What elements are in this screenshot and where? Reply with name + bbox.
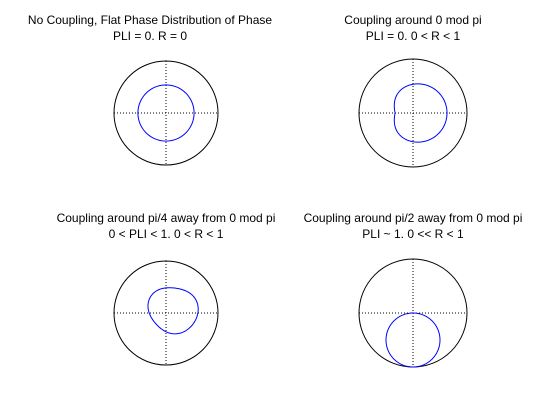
- subplot-title: No Coupling, Flat Phase Distribution of …: [28, 13, 272, 27]
- subplot-title: Coupling around pi/4 away from 0 mod pi: [57, 211, 276, 225]
- subplot-no-coupling: No Coupling, Flat Phase Distribution of …: [28, 13, 272, 166]
- polar-outer-circle: [113, 260, 219, 366]
- polar-outer-circle: [358, 58, 468, 168]
- subplot-subtitle: 0 < PLI < 1. 0 < R < 1: [109, 227, 224, 241]
- subplot-subtitle: PLI = 0. R = 0: [113, 29, 187, 43]
- subplot-coupling-0-mod-pi: Coupling around 0 mod pi PLI = 0. 0 < R …: [344, 13, 482, 168]
- subplot-title: Coupling around pi/2 away from 0 mod pi: [304, 211, 523, 225]
- phase-distribution-curve: [137, 84, 195, 142]
- polar-outer-circle: [113, 60, 219, 166]
- polar-plot: [113, 260, 219, 366]
- subplot-title: Coupling around 0 mod pi: [344, 13, 481, 27]
- subplot-subtitle: PLI ~ 1. 0 << R < 1: [362, 227, 464, 241]
- subplot-coupling-pi-2: Coupling around pi/2 away from 0 mod pi …: [304, 211, 523, 368]
- polar-plot: [358, 58, 468, 168]
- polar-plot: [358, 258, 468, 368]
- subplot-subtitle: PLI = 0. 0 < R < 1: [366, 29, 461, 43]
- subplot-coupling-pi-4: Coupling around pi/4 away from 0 mod pi …: [57, 211, 276, 366]
- phase-distribution-curve: [385, 312, 441, 368]
- phase-distribution-curve: [393, 83, 448, 143]
- phase-distribution-curve: [147, 287, 199, 335]
- polar-plot: [113, 60, 219, 166]
